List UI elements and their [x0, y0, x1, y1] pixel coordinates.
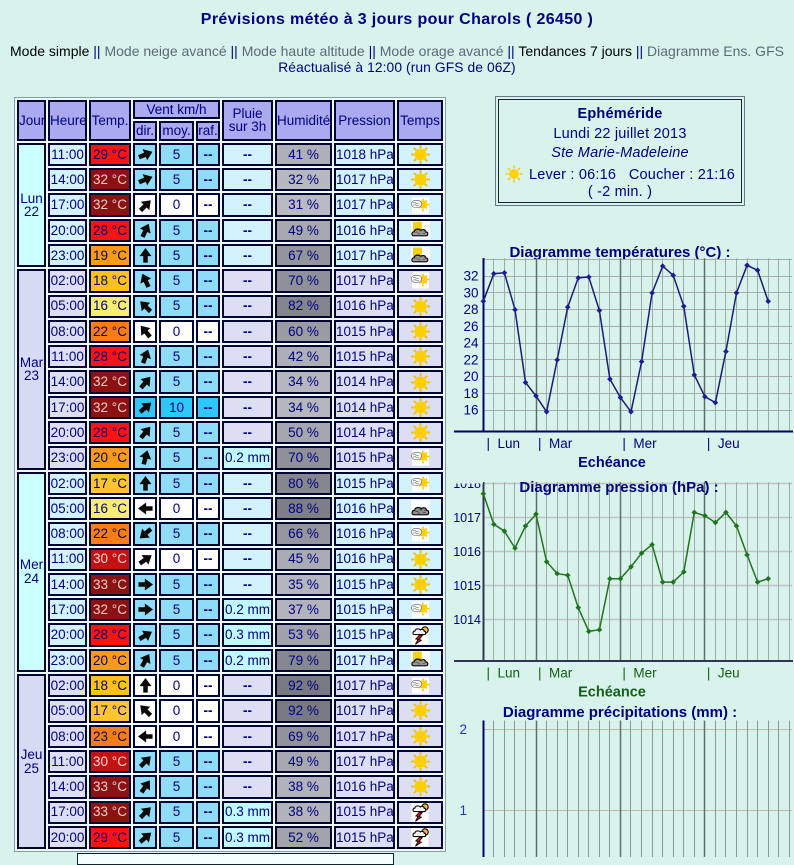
- svg-text:28: 28: [463, 302, 478, 317]
- svg-text:1017: 1017: [453, 511, 481, 525]
- svg-text:Jeu: Jeu: [718, 666, 740, 681]
- svg-text:Lun: Lun: [498, 666, 521, 681]
- svg-text:30: 30: [463, 285, 478, 300]
- svg-text:18: 18: [463, 386, 478, 401]
- svg-text:1014: 1014: [453, 613, 481, 627]
- svg-text:Jeu: Jeu: [718, 436, 740, 451]
- svg-text:Mer: Mer: [633, 436, 657, 451]
- svg-text:|: |: [538, 436, 542, 451]
- svg-text:Diagramme pression (hPa) :: Diagramme pression (hPa) :: [519, 479, 718, 496]
- svg-text:26: 26: [463, 319, 478, 334]
- svg-text:|: |: [487, 436, 491, 451]
- svg-text:20: 20: [463, 369, 478, 384]
- svg-text:2: 2: [459, 722, 467, 737]
- svg-text:|: |: [622, 436, 626, 451]
- svg-text:Diagramme précipitations (mm): Diagramme précipitations (mm) :: [503, 704, 737, 721]
- svg-text:Echéance: Echéance: [578, 685, 646, 701]
- svg-text:24: 24: [463, 336, 479, 351]
- svg-text:|: |: [707, 666, 711, 681]
- svg-text:|: |: [487, 666, 491, 681]
- svg-text:1: 1: [459, 803, 467, 818]
- svg-text:16: 16: [463, 403, 478, 418]
- svg-text:1015: 1015: [453, 579, 481, 593]
- svg-text:Lun: Lun: [498, 436, 521, 451]
- svg-text:1016: 1016: [453, 545, 481, 559]
- svg-text:|: |: [622, 666, 626, 681]
- svg-text:Mar: Mar: [549, 666, 573, 681]
- svg-text:32: 32: [463, 269, 478, 284]
- svg-text:|: |: [707, 436, 711, 451]
- svg-text:|: |: [538, 666, 542, 681]
- svg-text:Mar: Mar: [549, 436, 573, 451]
- svg-text:Echéance: Echéance: [578, 455, 646, 470]
- svg-text:Diagramme températures (°C) :: Diagramme températures (°C) :: [509, 244, 730, 261]
- svg-text:22: 22: [463, 352, 478, 367]
- svg-text:Mer: Mer: [633, 666, 657, 681]
